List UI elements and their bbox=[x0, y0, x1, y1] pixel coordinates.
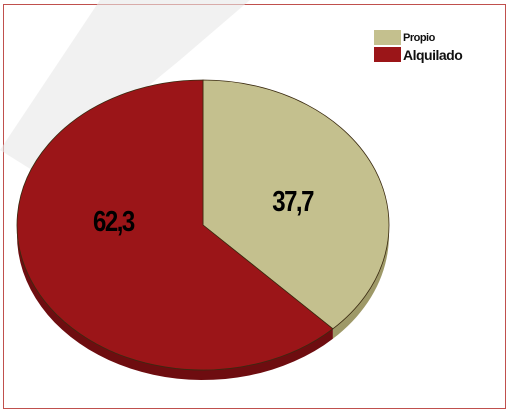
legend: Propio Alquilado bbox=[374, 29, 463, 63]
legend-item-alquilado: Alquilado bbox=[374, 46, 463, 63]
legend-label-alquilado: Alquilado bbox=[403, 46, 463, 63]
data-label-alquilado: 62,3 bbox=[93, 205, 135, 238]
legend-label-propio: Propio bbox=[403, 31, 435, 44]
legend-swatch-propio bbox=[374, 30, 401, 45]
pie-slice-side-alquilado bbox=[17, 80, 333, 380]
legend-swatch-alquilado bbox=[374, 47, 401, 62]
legend-item-propio: Propio bbox=[374, 29, 462, 46]
data-label-propio: 37,7 bbox=[272, 185, 314, 218]
pie-slice-propio bbox=[202, 79, 390, 330]
chart-frame bbox=[3, 4, 506, 409]
pie-slice-alquilado bbox=[16, 79, 334, 371]
